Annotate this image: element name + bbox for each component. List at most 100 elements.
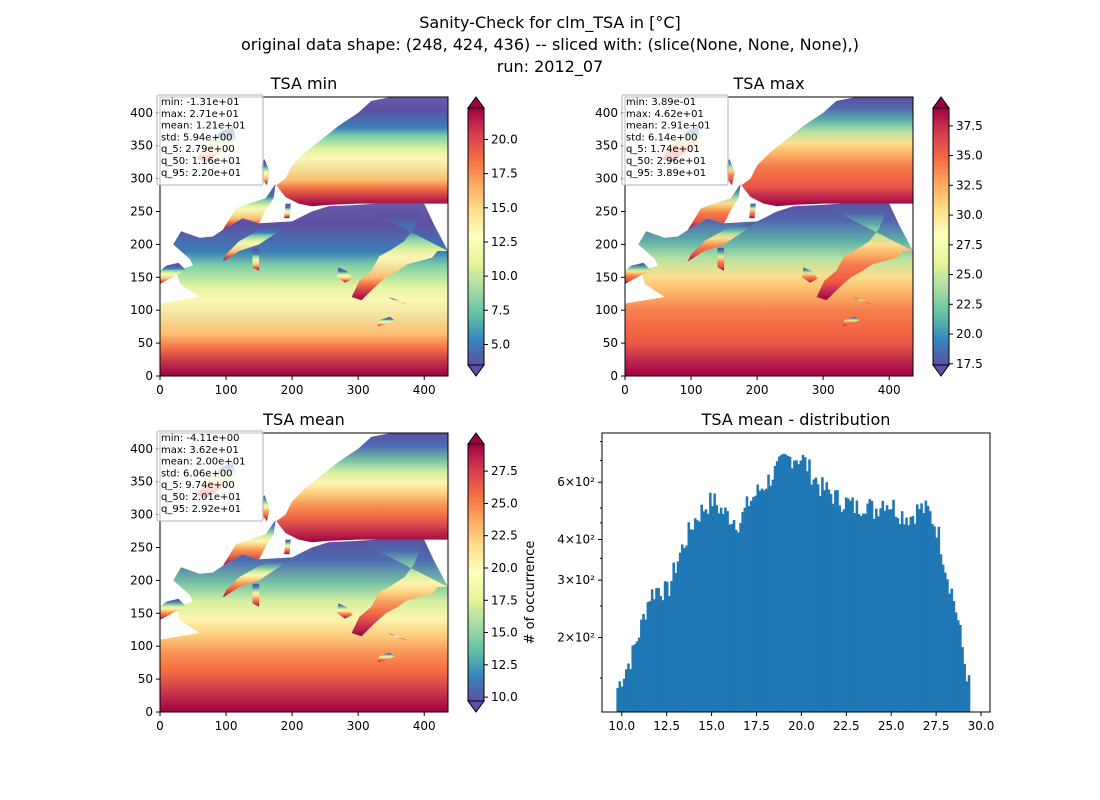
histogram-bar: [922, 513, 926, 712]
histogram-bar: [842, 509, 846, 712]
colorbar-bar: [933, 108, 949, 365]
colorbar-bar: [468, 444, 484, 701]
histogram-bar: [646, 602, 650, 712]
colorbar-frame: [467, 107, 485, 366]
stats-box: [156, 430, 264, 522]
histogram-bar: [810, 484, 813, 712]
histogram-bar: [870, 500, 874, 712]
histogram-bar: [954, 612, 958, 712]
colorbar-extend-bottom: [467, 364, 485, 377]
y-tick-label: 0: [145, 369, 153, 383]
x-tick-label: 200: [746, 383, 769, 397]
histogram-bar: [890, 509, 893, 712]
stats-line: q_50: 2.96e+01: [626, 156, 706, 167]
histogram-bar: [663, 581, 667, 712]
histogram-bar: [836, 490, 839, 712]
y-tick-label: 50: [603, 336, 618, 350]
histogram-bar: [681, 544, 684, 712]
histogram-bar: [762, 490, 766, 712]
histogram-bar: [847, 498, 850, 712]
y-tick-label: 400: [130, 442, 153, 456]
map-1-axes-frame: [159, 96, 449, 377]
histogram-bar: [937, 526, 941, 712]
stats-line: q_95: 2.20e+01: [161, 168, 241, 179]
y-tick-label: 350: [595, 139, 618, 153]
land-region: [687, 183, 741, 230]
histogram-bar: [851, 497, 854, 712]
colorbar-extend-top: [467, 432, 485, 445]
x-tick-label: 400: [878, 383, 901, 397]
y-tick-label: 250: [130, 540, 153, 554]
histogram-bar: [868, 499, 872, 712]
map-title: TSA min: [270, 74, 337, 93]
histogram-bar: [818, 496, 822, 712]
histogram-bar: [838, 505, 841, 712]
x-tick-label: 0: [621, 383, 629, 397]
colorbar-extend-bottom: [467, 700, 485, 713]
land-region: [160, 539, 448, 712]
y-tick-label: 400: [130, 106, 153, 120]
histogram-bar: [709, 492, 712, 712]
colorbar-tick-label: 7.5: [491, 303, 510, 317]
histogram-bar: [793, 460, 796, 712]
land-region: [252, 583, 260, 607]
histogram-bar: [704, 509, 708, 712]
histogram-bar: [905, 517, 908, 712]
histogram-bar: [952, 601, 956, 712]
stats-line: max: 2.71e+01: [161, 109, 239, 120]
histogram-bar: [816, 484, 820, 712]
land-region: [160, 203, 448, 376]
histogram-bar: [879, 508, 882, 712]
colorbar-tick-label: 20.0: [956, 327, 983, 341]
land-region: [387, 297, 411, 305]
histogram-bar: [941, 564, 945, 712]
histogram-bar: [948, 593, 951, 712]
colorbar-tick-label: 10.0: [491, 269, 518, 283]
histogram-bar: [829, 493, 833, 712]
colorbar-tick-label: 32.5: [956, 178, 983, 192]
colorbar-tick-label: 10.0: [491, 690, 518, 704]
histogram-bar: [743, 507, 747, 712]
colorbar-frame: [932, 107, 950, 366]
histogram-bar: [642, 613, 645, 712]
histogram-bar: [758, 490, 762, 712]
histogram-bar: [933, 526, 936, 712]
y-tick-label: 150: [595, 270, 618, 284]
land-region: [160, 598, 187, 620]
histogram-bar: [900, 511, 904, 712]
stats-line: min: -4.11e+00: [161, 433, 240, 444]
histogram-bar: [965, 681, 969, 712]
histogram-bar: [926, 505, 930, 712]
histogram-bar: [773, 465, 777, 712]
histogram-bar: [823, 490, 826, 712]
histogram-bar: [648, 601, 652, 712]
map-3-axes-frame: [159, 432, 449, 713]
land-region: [687, 221, 758, 262]
histogram-bar: [661, 600, 665, 712]
histogram-bar: [756, 484, 760, 712]
histogram-bar: [786, 455, 790, 712]
histogram-bar: [717, 513, 721, 712]
colorbar-tick-label: 15.0: [491, 201, 518, 215]
histogram-bar: [959, 624, 962, 712]
histogram-bar: [920, 503, 923, 712]
histogram-bar: [784, 454, 788, 712]
histogram-bar: [734, 529, 738, 712]
histogram-bar: [963, 663, 966, 712]
y-tick-label: 250: [130, 204, 153, 218]
y-tick-label: 50: [138, 672, 153, 686]
map-panel-2: 0 100 200 300 400 0 50 100 150 200 250 300 350 400 TSA…: [595, 74, 983, 397]
histogram-bar: [668, 596, 671, 712]
histogram-bar: [946, 579, 949, 712]
x-tick-label: 0: [156, 719, 164, 733]
x-tick-label: 100: [215, 719, 238, 733]
histogram-bar: [650, 589, 654, 712]
stats-line: q_5: 2.79e+00: [161, 144, 235, 155]
histogram-bar: [752, 496, 755, 712]
colorbar: 10.0 12.5 15.0 17.5 20.0 22.5 25.0 27.5 # of occ…: [467, 432, 538, 713]
histogram-bar: [655, 588, 658, 712]
histogram-bar: [928, 511, 932, 712]
map-title: TSA mean: [262, 410, 345, 429]
histogram-bar: [760, 488, 764, 712]
land-region: [337, 603, 353, 619]
